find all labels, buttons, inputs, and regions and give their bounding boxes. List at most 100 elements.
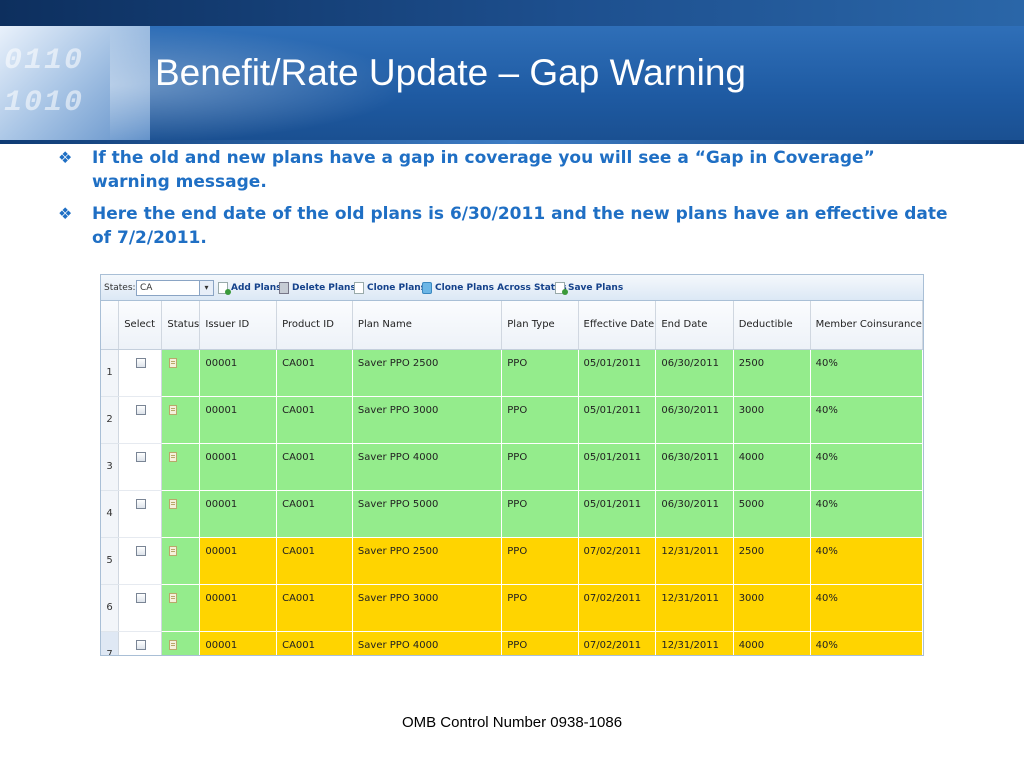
row-checkbox[interactable] (136, 545, 147, 556)
coinsurance-cell: 40% (810, 443, 923, 491)
product-id-cell: CA001 (276, 584, 353, 632)
end-date-cell: 12/31/2011 (655, 537, 734, 585)
column-header[interactable]: Issuer ID (199, 301, 278, 350)
add-plans-button[interactable]: Add Plans (218, 280, 282, 296)
status-document-icon (169, 639, 178, 650)
effective-date-cell: 05/01/2011 (578, 490, 657, 538)
issuer-id-cell: 00001 (199, 631, 278, 655)
copy-document-icon (354, 282, 364, 294)
row-checkbox[interactable] (136, 498, 147, 509)
column-header[interactable]: Select (118, 301, 163, 350)
column-header[interactable]: Deductible (733, 301, 811, 350)
column-header[interactable]: Status (161, 301, 201, 350)
coinsurance-cell: 40% (810, 537, 923, 585)
table-row[interactable]: 5 00001 CA001 Saver PPO 2500 PPO 07/02/2… (101, 537, 923, 585)
chevron-down-icon[interactable]: ▾ (199, 281, 213, 295)
column-header[interactable]: Plan Type (501, 301, 579, 350)
row-checkbox[interactable] (136, 357, 147, 368)
table-row[interactable]: 7 00001 CA001 Saver PPO 4000 PPO 07/02/2… (101, 631, 923, 655)
end-date-cell: 12/31/2011 (655, 584, 734, 632)
column-header[interactable]: Effective Date (578, 301, 657, 350)
column-header-rownum (101, 301, 120, 350)
select-cell (118, 349, 163, 397)
clone-plans-across-states-button[interactable]: Clone Plans Across States (422, 280, 567, 296)
product-id-cell: CA001 (276, 396, 353, 444)
bullet-list: ❖ If the old and new plans have a gap in… (58, 146, 958, 258)
select-cell (118, 631, 163, 655)
effective-date-cell: 05/01/2011 (578, 349, 657, 397)
save-plans-button[interactable]: Save Plans (555, 280, 623, 296)
product-id-cell: CA001 (276, 490, 353, 538)
row-number: 7 (101, 631, 120, 655)
effective-date-cell: 07/02/2011 (578, 631, 657, 655)
clone-states-icon (422, 282, 432, 294)
issuer-id-cell: 00001 (199, 396, 278, 444)
column-header[interactable]: Plan Name (352, 301, 503, 350)
states-select[interactable]: CA ▾ (136, 280, 214, 296)
row-number: 4 (101, 490, 120, 538)
column-header[interactable]: Member Coinsurance (810, 301, 923, 350)
banner-graphic: 0110 1010 (0, 26, 150, 144)
issuer-id-cell: 00001 (199, 490, 278, 538)
clone-plans-across-states-label: Clone Plans Across States (435, 283, 567, 293)
deductible-cell: 4000 (733, 443, 811, 491)
table-row[interactable]: 2 00001 CA001 Saver PPO 3000 PPO 05/01/2… (101, 396, 923, 444)
table-row[interactable]: 4 00001 CA001 Saver PPO 5000 PPO 05/01/2… (101, 490, 923, 538)
bullet-item: ❖ If the old and new plans have a gap in… (58, 146, 958, 194)
page-title: Benefit/Rate Update – Gap Warning (155, 52, 746, 93)
coinsurance-cell: 40% (810, 396, 923, 444)
delete-plans-button[interactable]: Delete Plans (279, 280, 356, 296)
status-cell (161, 396, 201, 444)
title-banner: 0110 1010 (0, 26, 1024, 144)
status-cell (161, 631, 201, 655)
table-row[interactable]: 3 00001 CA001 Saver PPO 4000 PPO 05/01/2… (101, 443, 923, 491)
effective-date-cell: 07/02/2011 (578, 537, 657, 585)
status-cell (161, 490, 201, 538)
row-number: 6 (101, 584, 120, 632)
column-header[interactable]: Product ID (276, 301, 353, 350)
issuer-id-cell: 00001 (199, 349, 278, 397)
plan-type-cell: PPO (501, 349, 579, 397)
end-date-cell: 12/31/2011 (655, 631, 734, 655)
end-date-cell: 06/30/2011 (655, 490, 734, 538)
binary-graphic-text: 1010 (4, 86, 85, 120)
deductible-cell: 2500 (733, 349, 811, 397)
row-number: 1 (101, 349, 120, 397)
column-header[interactable]: End Date (655, 301, 734, 350)
row-checkbox[interactable] (136, 404, 147, 415)
plans-grid-panel: States: CA ▾ Add Plans Delete Plans Clon… (100, 274, 924, 656)
plans-table: Select Status Issuer ID Product ID Plan … (101, 301, 923, 655)
plan-name-cell: Saver PPO 4000 (352, 443, 503, 491)
status-document-icon (169, 545, 178, 556)
save-document-icon (555, 282, 568, 295)
row-number: 2 (101, 396, 120, 444)
diamond-bullet-icon: ❖ (58, 204, 73, 223)
plan-name-cell: Saver PPO 3000 (352, 396, 503, 444)
table-row[interactable]: 6 00001 CA001 Saver PPO 3000 PPO 07/02/2… (101, 584, 923, 632)
row-number: 5 (101, 537, 120, 585)
plan-type-cell: PPO (501, 443, 579, 491)
status-document-icon (169, 357, 178, 368)
add-plans-label: Add Plans (231, 283, 282, 293)
row-checkbox[interactable] (136, 451, 147, 462)
binary-graphic-text: 0110 (4, 44, 85, 78)
deductible-cell: 5000 (733, 490, 811, 538)
status-cell (161, 443, 201, 491)
coinsurance-cell: 40% (810, 631, 923, 655)
table-row[interactable]: 1 00001 CA001 Saver PPO 2500 PPO 05/01/2… (101, 349, 923, 397)
bullet-text: Here the end date of the old plans is 6/… (92, 204, 948, 248)
select-cell (118, 490, 163, 538)
status-document-icon (169, 498, 178, 509)
coinsurance-cell: 40% (810, 349, 923, 397)
grid-toolbar: States: CA ▾ Add Plans Delete Plans Clon… (101, 275, 923, 301)
banner-divider (0, 140, 1024, 144)
product-id-cell: CA001 (276, 349, 353, 397)
clone-plans-button[interactable]: Clone Plans (354, 280, 426, 296)
deductible-cell: 3000 (733, 584, 811, 632)
trash-icon (279, 282, 289, 294)
end-date-cell: 06/30/2011 (655, 396, 734, 444)
status-document-icon (169, 451, 178, 462)
plan-name-cell: Saver PPO 4000 (352, 631, 503, 655)
row-checkbox[interactable] (136, 592, 147, 603)
row-checkbox[interactable] (136, 639, 147, 650)
